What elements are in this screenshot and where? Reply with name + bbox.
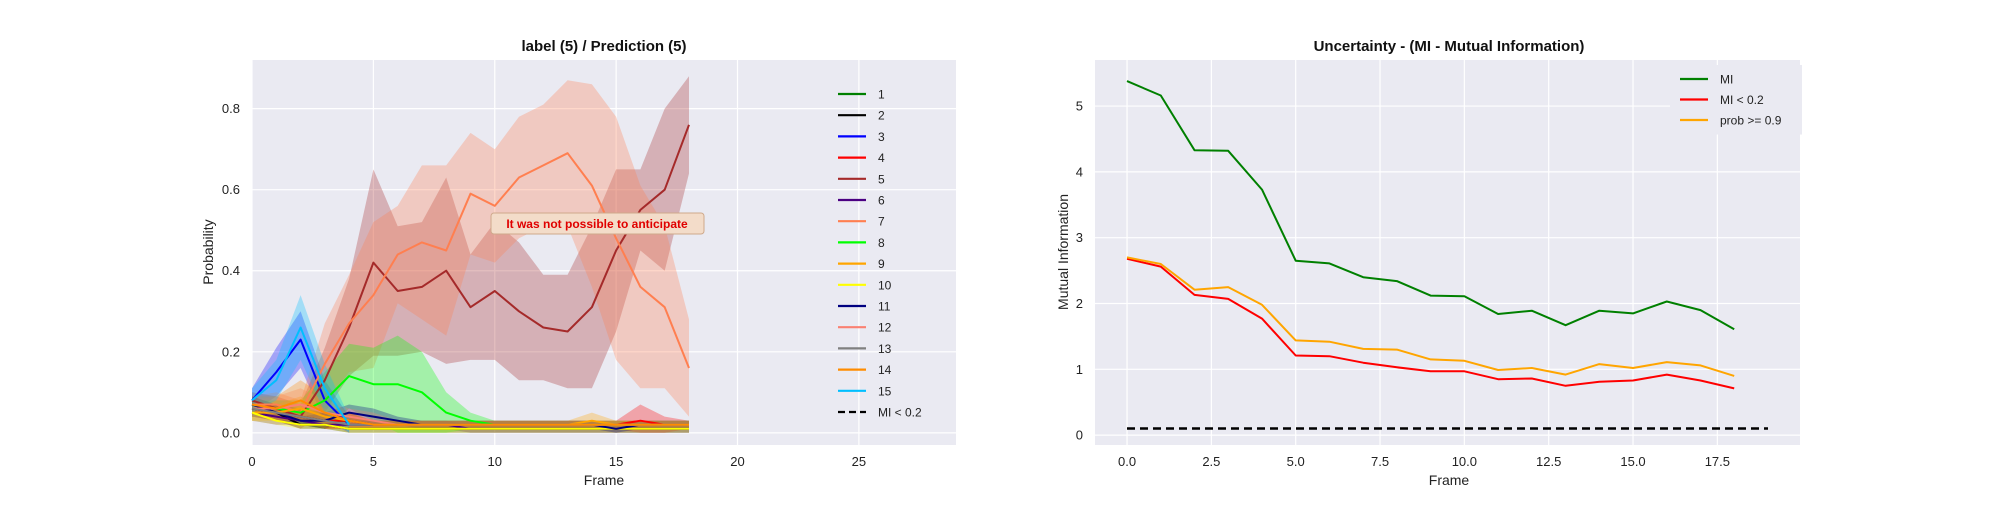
band-1 xyxy=(252,396,689,429)
legend-label: 15 xyxy=(878,384,892,398)
legend-label: 13 xyxy=(878,342,892,356)
legend: MI MI < 0.2 prob >= 0.9 xyxy=(1670,65,1802,135)
band-10 xyxy=(252,404,689,433)
legend-label: 7 xyxy=(878,215,885,229)
x-tick-label: 10.0 xyxy=(1452,454,1477,469)
series-line-5 xyxy=(251,124,690,418)
legend-label: 14 xyxy=(878,363,892,377)
legend-label: 3 xyxy=(878,130,885,144)
annotation-text: It was not possible to anticipate xyxy=(506,217,688,231)
x-tick-label: 5 xyxy=(370,454,377,469)
x-axis-label: Frame xyxy=(1429,472,1470,488)
y-ticks: 0 1 2 3 4 5 xyxy=(1076,99,1083,443)
band-3 xyxy=(252,311,350,433)
legend-label: MI < 0.2 xyxy=(878,406,922,420)
legend-label: 2 xyxy=(878,109,885,123)
chart-uncertainty: 0.0 2.5 5.0 7.5 10.0 12.5 15.0 17.5 0 1 2 3 4 5 Unce… xyxy=(1055,38,1802,488)
band-6 xyxy=(252,404,689,433)
series-line-mi-0-2 xyxy=(1126,257,1735,390)
legend-label: 1 xyxy=(878,88,885,102)
x-tick-label: 5.0 xyxy=(1287,454,1305,469)
x-tick-label: 15.0 xyxy=(1620,454,1645,469)
annotation: It was not possible to anticipate xyxy=(490,212,705,235)
y-tick-label: 0 xyxy=(1076,428,1083,443)
x-tick-label: 12.5 xyxy=(1536,454,1561,469)
series-line-prob-0-9 xyxy=(1126,256,1735,377)
chart-title: Uncertainty - (MI - Mutual Information) xyxy=(1314,38,1585,55)
legend-label: MI xyxy=(1720,73,1733,87)
legend-label: 11 xyxy=(878,300,891,314)
annotation-box xyxy=(490,212,705,235)
y-axis-label: Probability xyxy=(200,219,216,284)
band-7 xyxy=(252,80,689,425)
y-axis-label: Mutual Information xyxy=(1055,194,1071,310)
x-tick-label: 0.0 xyxy=(1118,454,1136,469)
x-tick-label: 2.5 xyxy=(1202,454,1220,469)
x-ticks: 0.0 2.5 5.0 7.5 10.0 12.5 15.0 17.5 xyxy=(1118,454,1730,469)
x-tick-label: 17.5 xyxy=(1705,454,1730,469)
y-tick-label: 0.0 xyxy=(222,425,240,440)
legend-label: prob >= 0.9 xyxy=(1720,114,1782,128)
y-tick-label: 5 xyxy=(1076,99,1083,114)
series-line-mi xyxy=(1126,80,1735,331)
series-lines xyxy=(251,124,690,430)
y-tick-label: 0.6 xyxy=(222,182,240,197)
x-tick-label: 10 xyxy=(488,454,502,469)
grid xyxy=(1095,60,1800,445)
legend-label: 12 xyxy=(878,321,892,335)
legend-label: 5 xyxy=(878,172,885,186)
x-tick-label: 25 xyxy=(852,454,866,469)
y-tick-label: 1 xyxy=(1076,362,1083,377)
legend-label: 6 xyxy=(878,194,885,208)
y-tick-label: 2 xyxy=(1076,296,1083,311)
band-5 xyxy=(252,76,689,429)
series-lines xyxy=(1126,80,1768,430)
series-line-3 xyxy=(251,338,350,426)
y-tick-label: 0.4 xyxy=(222,263,240,278)
legend-label: 9 xyxy=(878,257,885,271)
x-axis-label: Frame xyxy=(584,472,625,488)
x-tick-label: 7.5 xyxy=(1371,454,1389,469)
x-tick-label: 15 xyxy=(609,454,623,469)
plot-area xyxy=(252,60,956,445)
x-ticks: 0 5 10 15 20 25 xyxy=(248,454,866,469)
chart-title: label (5) / Prediction (5) xyxy=(521,38,686,55)
chart-probability: 0 5 10 15 20 25 0.00.20.40.60.8 label (5) / P… xyxy=(200,38,956,488)
y-ticks: 0.0 0.2 0.4 0.6 0.8 xyxy=(222,101,240,440)
y-tick-label: 0.2 xyxy=(222,344,240,359)
legend-label: 10 xyxy=(878,278,892,292)
series-line-7 xyxy=(252,152,690,414)
band-9 xyxy=(252,396,689,429)
legend-label: 4 xyxy=(878,151,885,165)
y-tick-label: 3 xyxy=(1076,230,1083,245)
y-tick-label: 0.8 xyxy=(222,101,240,116)
y-tick-label: 4 xyxy=(1076,164,1083,179)
series-line-14 xyxy=(251,399,689,426)
band-8 xyxy=(252,335,689,433)
legend-label: MI < 0.2 xyxy=(1720,93,1764,107)
x-tick-label: 0 xyxy=(248,454,255,469)
series-line-15 xyxy=(251,326,350,426)
legend-label: 8 xyxy=(878,236,885,250)
x-tick-label: 20 xyxy=(730,454,744,469)
